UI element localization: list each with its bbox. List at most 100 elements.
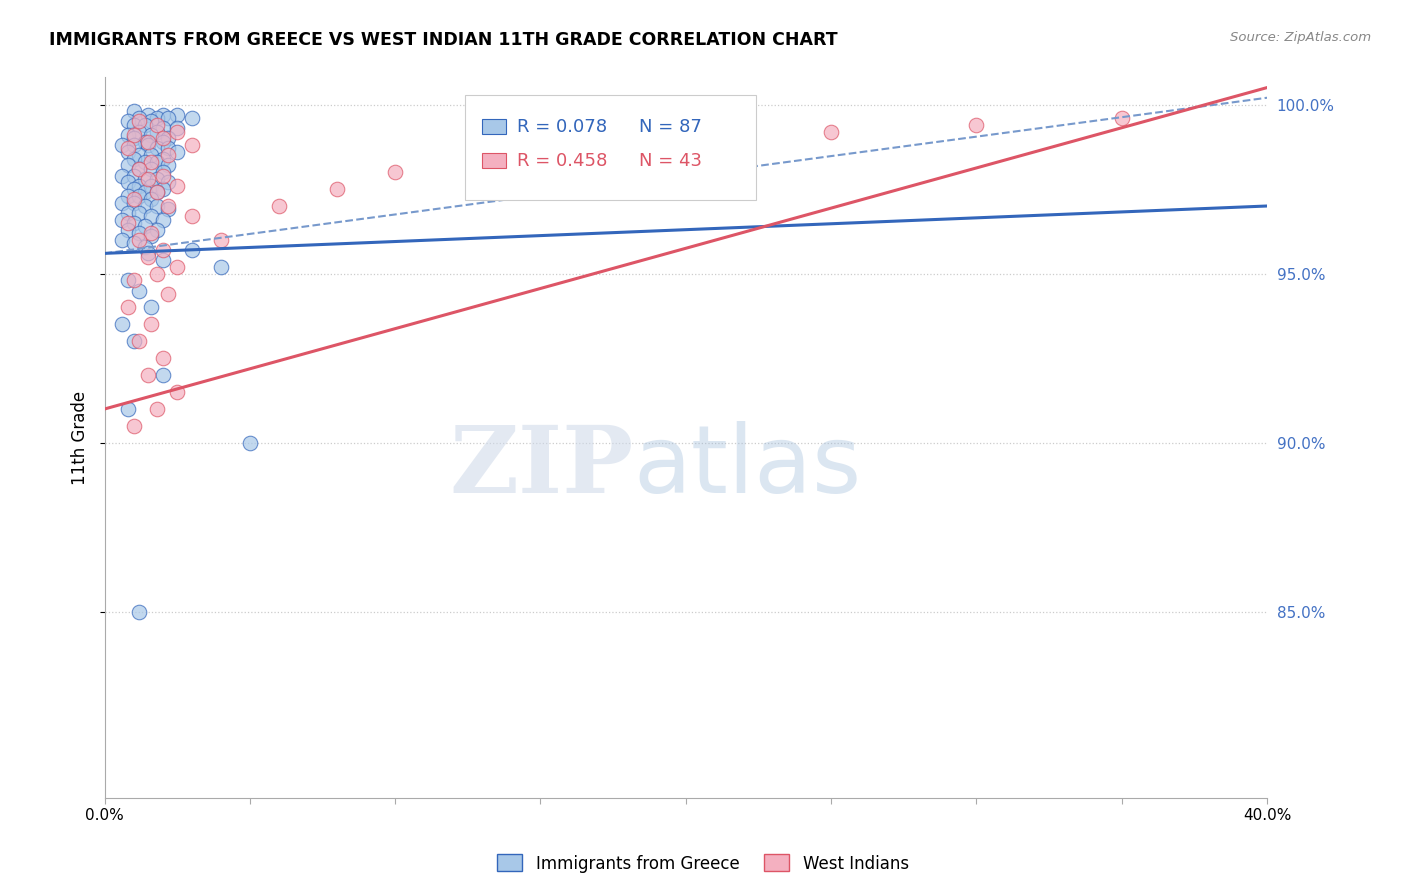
Point bbox=[128, 125, 150, 139]
Point bbox=[117, 145, 139, 159]
Point bbox=[157, 202, 180, 217]
Point bbox=[166, 178, 188, 193]
Point bbox=[166, 121, 188, 136]
FancyBboxPatch shape bbox=[465, 95, 755, 200]
Point bbox=[180, 243, 202, 257]
Point bbox=[965, 118, 987, 132]
Point bbox=[139, 229, 162, 244]
Point bbox=[111, 138, 134, 153]
Point bbox=[152, 135, 174, 149]
Point bbox=[146, 402, 169, 417]
Legend: Immigrants from Greece, West Indians: Immigrants from Greece, West Indians bbox=[491, 847, 915, 880]
Point bbox=[128, 189, 150, 203]
Point bbox=[152, 351, 174, 366]
Point bbox=[139, 161, 162, 176]
Point bbox=[117, 402, 139, 417]
Point bbox=[134, 135, 156, 149]
Point bbox=[384, 165, 406, 179]
Point bbox=[139, 148, 162, 162]
Text: R = 0.078: R = 0.078 bbox=[517, 118, 607, 136]
Point bbox=[166, 145, 188, 159]
Point bbox=[152, 212, 174, 227]
Point bbox=[128, 284, 150, 298]
Point bbox=[122, 192, 145, 206]
Point bbox=[146, 111, 169, 125]
Point bbox=[111, 233, 134, 247]
Point bbox=[209, 233, 232, 247]
Point bbox=[122, 334, 145, 349]
Point bbox=[122, 273, 145, 287]
Point bbox=[152, 368, 174, 383]
Point bbox=[152, 108, 174, 122]
Point bbox=[139, 226, 162, 240]
Point bbox=[111, 195, 134, 210]
Point bbox=[122, 195, 145, 210]
Text: Source: ZipAtlas.com: Source: ZipAtlas.com bbox=[1230, 31, 1371, 45]
Point bbox=[146, 172, 169, 186]
Point bbox=[152, 152, 174, 166]
Point bbox=[134, 172, 156, 186]
Point bbox=[128, 111, 150, 125]
Point bbox=[146, 118, 169, 132]
Point bbox=[128, 226, 150, 240]
Point bbox=[136, 172, 159, 186]
Point bbox=[117, 114, 139, 128]
Point bbox=[157, 199, 180, 213]
Point bbox=[166, 108, 188, 122]
Point bbox=[157, 287, 180, 301]
Point bbox=[157, 148, 180, 162]
Point bbox=[139, 209, 162, 223]
Point bbox=[134, 239, 156, 253]
Point bbox=[166, 260, 188, 274]
Point bbox=[136, 368, 159, 383]
Point bbox=[117, 301, 139, 315]
Point bbox=[180, 209, 202, 223]
Point bbox=[139, 155, 162, 169]
Point bbox=[157, 111, 180, 125]
Point bbox=[128, 605, 150, 619]
Point bbox=[122, 118, 145, 132]
Point bbox=[136, 135, 159, 149]
Point bbox=[136, 138, 159, 153]
Point bbox=[122, 138, 145, 153]
Point bbox=[117, 158, 139, 172]
Point bbox=[117, 189, 139, 203]
Point bbox=[134, 118, 156, 132]
Point bbox=[111, 169, 134, 183]
Point bbox=[146, 141, 169, 155]
Point bbox=[117, 128, 139, 142]
Point bbox=[122, 169, 145, 183]
Point bbox=[146, 222, 169, 236]
Point bbox=[675, 131, 697, 145]
Point bbox=[139, 192, 162, 206]
Point bbox=[152, 243, 174, 257]
Text: ZIP: ZIP bbox=[449, 422, 634, 512]
Y-axis label: 11th Grade: 11th Grade bbox=[72, 391, 89, 485]
Point bbox=[117, 141, 139, 155]
Point bbox=[139, 301, 162, 315]
Point bbox=[820, 125, 842, 139]
Point bbox=[152, 165, 174, 179]
Point bbox=[128, 114, 150, 128]
Point bbox=[152, 121, 174, 136]
Point bbox=[136, 246, 159, 260]
Point bbox=[128, 161, 150, 176]
Point bbox=[134, 219, 156, 234]
Text: IMMIGRANTS FROM GREECE VS WEST INDIAN 11TH GRADE CORRELATION CHART: IMMIGRANTS FROM GREECE VS WEST INDIAN 11… bbox=[49, 31, 838, 49]
Point bbox=[128, 334, 150, 349]
Text: atlas: atlas bbox=[634, 420, 862, 513]
Point bbox=[122, 128, 145, 142]
Point bbox=[326, 182, 349, 196]
Point bbox=[146, 186, 169, 200]
Point bbox=[152, 169, 174, 183]
Point bbox=[146, 125, 169, 139]
Point bbox=[128, 161, 150, 176]
Point bbox=[136, 250, 159, 264]
Point bbox=[1111, 111, 1133, 125]
Point bbox=[134, 155, 156, 169]
Point bbox=[117, 273, 139, 287]
Text: N = 43: N = 43 bbox=[640, 152, 702, 170]
Point bbox=[146, 267, 169, 281]
Point bbox=[117, 222, 139, 236]
Point bbox=[122, 152, 145, 166]
